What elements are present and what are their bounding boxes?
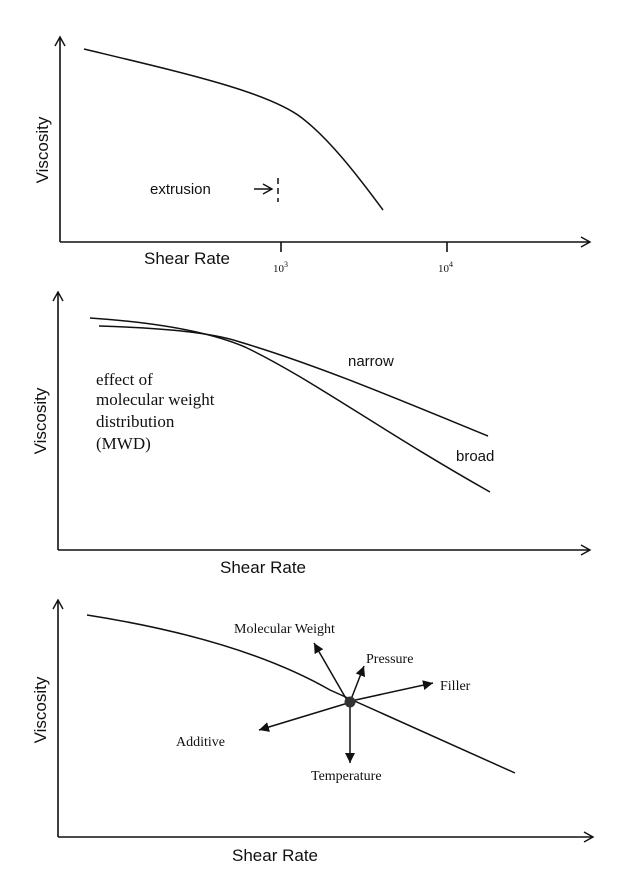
panel-2-mwd: narrow broad effect of molecular weight … xyxy=(31,290,592,577)
panel-1-extrusion: extrusion Viscosity Shear Rate 103 104 xyxy=(33,35,592,275)
panel-1-x-axis-title: Shear Rate xyxy=(144,249,230,268)
panel-2-broad-curve xyxy=(89,317,491,493)
panel-2-narrow-curve xyxy=(98,325,489,437)
pressure-arrow xyxy=(349,665,366,703)
panel-2-narrow-label: narrow xyxy=(348,353,394,370)
temperature-label: Temperature xyxy=(311,769,382,784)
panel-1-tick-label-10000: 104 xyxy=(438,260,453,275)
molecular-weight-arrow xyxy=(313,642,349,703)
pressure-label: Pressure xyxy=(366,652,413,667)
panel-3-y-axis-title: Viscosity xyxy=(31,676,50,743)
panel-1-tick-label-1000-exp: 3 xyxy=(284,260,288,269)
panel-1-tick-label-10000-exp: 4 xyxy=(449,260,453,269)
panel-1-tick-label-10000-base: 10 xyxy=(438,263,450,275)
panel-1-tick-label-1000: 103 xyxy=(273,260,288,275)
additive-label: Additive xyxy=(176,735,225,750)
additive-arrow xyxy=(258,702,349,732)
panel-2-y-axis-title: Viscosity xyxy=(31,387,50,454)
panel-2-annotation-line-2: molecular weight xyxy=(96,390,215,409)
filler-arrow xyxy=(350,680,434,702)
panel-1-extrusion-label: extrusion xyxy=(150,181,211,198)
molecular-weight-label: Molecular Weight xyxy=(234,622,335,637)
panel-3-x-axis-title: Shear Rate xyxy=(232,846,318,865)
panel-2-broad-label: broad xyxy=(456,448,494,465)
panel-1-y-axis-title: Viscosity xyxy=(33,116,52,183)
filler-label: Filler xyxy=(440,679,471,694)
operating-point-dot xyxy=(344,696,356,708)
panel-3-factors: Molecular Weight Pressure Filler Additiv… xyxy=(31,598,595,865)
panel-1-viscosity-curve xyxy=(83,48,384,211)
panel-3-viscosity-curve xyxy=(86,614,516,774)
panel-2-annotation-line-1: effect of xyxy=(96,370,153,389)
panel-1-tick-label-1000-base: 10 xyxy=(273,263,285,275)
panel-2-annotation-line-3: distribution xyxy=(96,412,175,431)
panel-2-annotation-line-4: (MWD) xyxy=(96,434,151,453)
panel-2-x-axis-title: Shear Rate xyxy=(220,558,306,577)
